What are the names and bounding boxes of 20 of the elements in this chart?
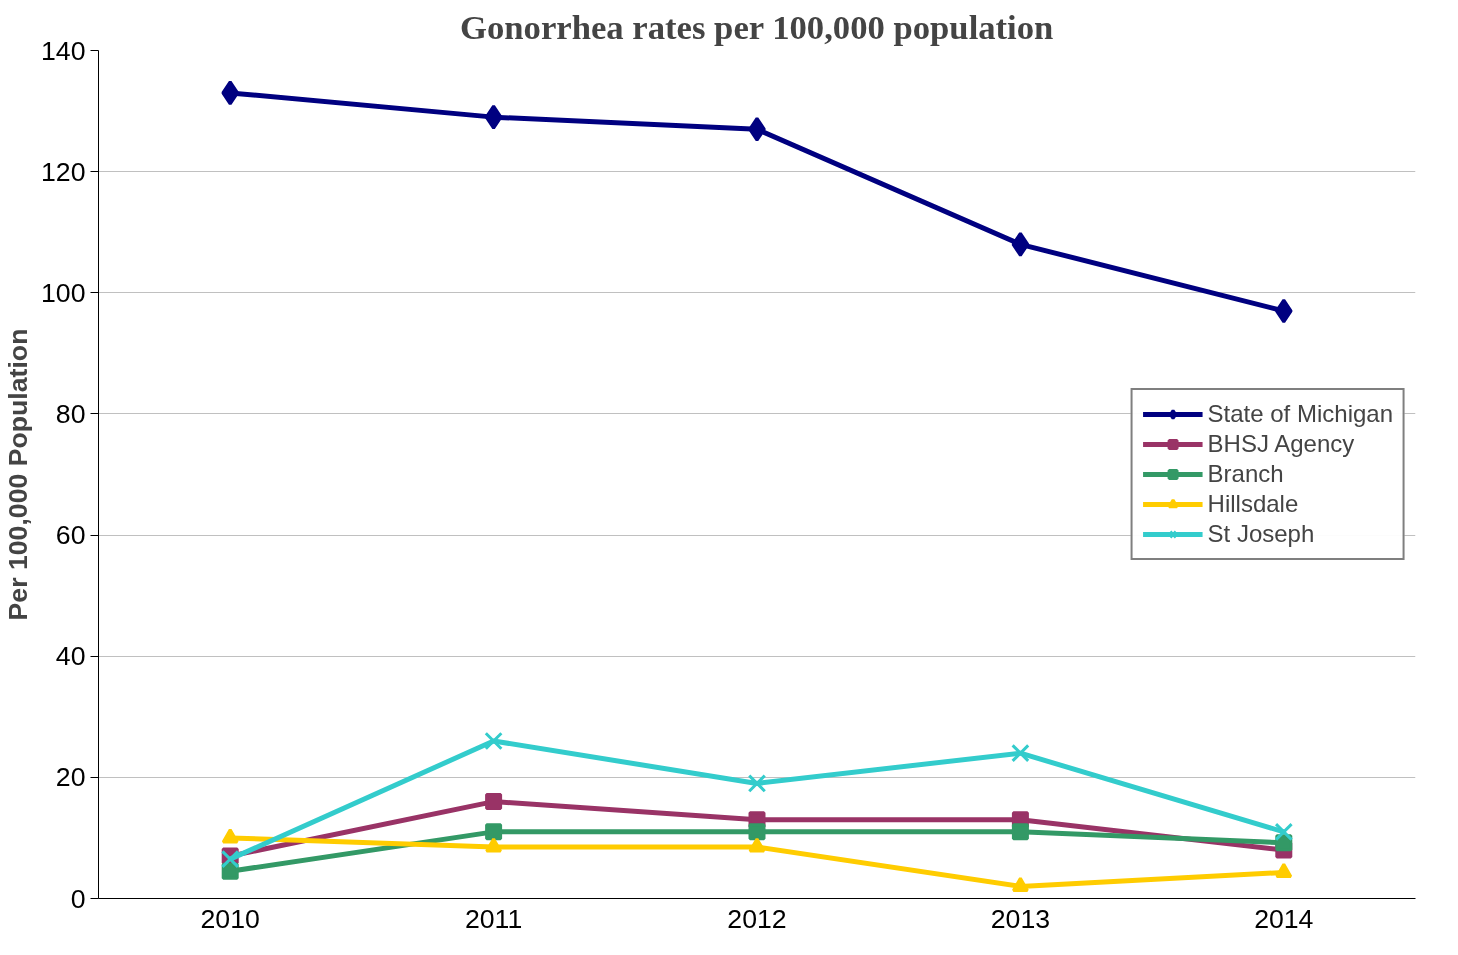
x-tick-label: 2013 [990,903,1051,934]
y-tick-label: 40 [55,641,86,672]
legend-label: Hillsdale [1207,490,1299,518]
x-tick-label: 2010 [200,903,260,934]
y-axis-title: Per 100,000 Population [3,328,34,621]
y-tick-label: 140 [41,35,86,66]
y-tick-label: 100 [41,277,86,308]
x-tick-label: 2012 [727,903,787,934]
y-tick-label: 20 [55,762,86,793]
y-tick-label: 120 [41,156,86,187]
legend-label: St Joseph [1207,520,1315,548]
x-tick-label: 2011 [464,903,523,934]
y-tick-label: 0 [70,883,86,914]
legend-label: Branch [1207,460,1284,488]
legend-label: BHSJ Agency [1207,430,1355,458]
y-tick-label: 60 [55,520,86,551]
chart-title: Gonorrhea rates per 100,000 population [460,7,1054,46]
y-tick-label: 80 [55,398,86,429]
x-tick-label: 2014 [1254,903,1314,934]
legend-label: State of Michigan [1207,400,1393,428]
